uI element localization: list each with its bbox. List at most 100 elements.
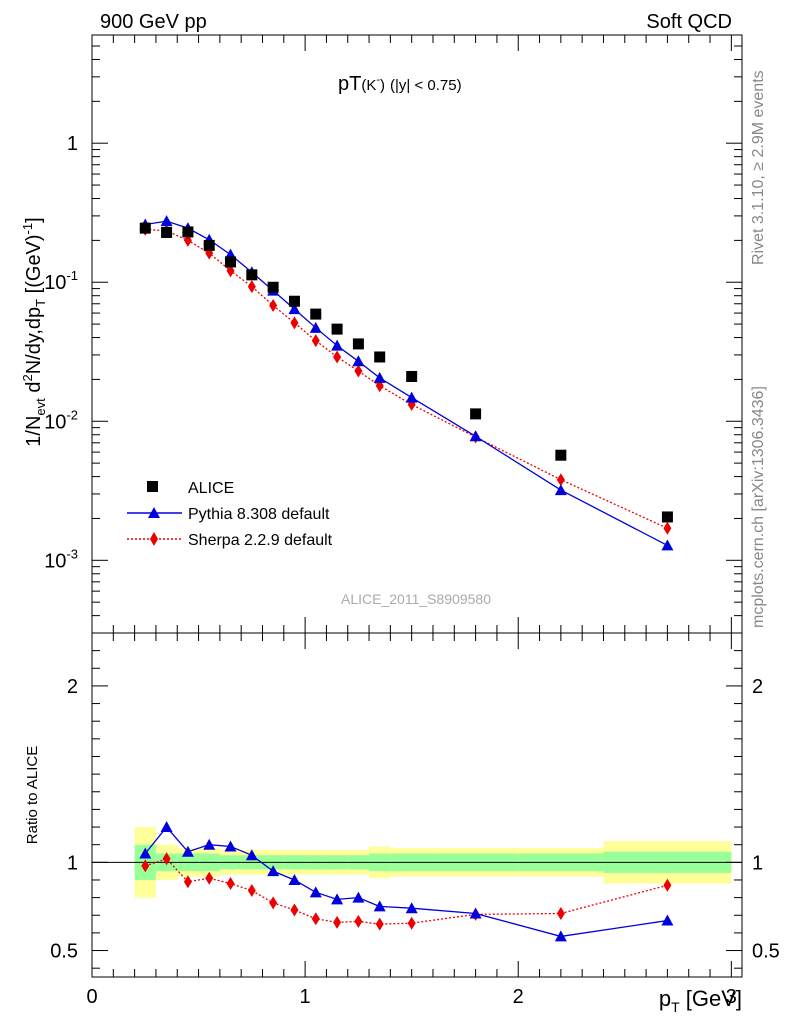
legend-label-sherpa: Sherpa 2.2.9 default (188, 532, 333, 549)
ratio-point-sherpa-2-2-9-default (290, 903, 299, 917)
title-pt: pT (338, 73, 361, 95)
ratio-x-tick-label: 2 (513, 986, 524, 1008)
main-point-pythia-8-308-default (554, 484, 567, 496)
legend-label-alice: ALICE (188, 480, 234, 497)
main-point-alice (661, 511, 673, 523)
main-point-pythia-8-308-default (469, 430, 482, 442)
ylabel-part-5: T (33, 299, 48, 307)
header-right: Soft QCD (646, 11, 732, 33)
ratio-panel: 0.5 0.5 1 1 2 2 0 1 2 3 Ratio to ALICE pT [GeV] (24, 632, 780, 1015)
title-particle-close: ) (380, 77, 385, 94)
ratio-point-pythia-8-308-default (160, 821, 173, 833)
ratio-point-pythia-8-308-default (139, 847, 152, 859)
main-point-pythia-8-308-default (309, 321, 322, 333)
main-point-alice (225, 256, 237, 268)
ratio-point-pythia-8-308-default (245, 849, 258, 861)
main-point-alice (161, 226, 173, 238)
ratio-point-sherpa-2-2-9-default (311, 912, 320, 926)
tick-label-base: 10 (44, 411, 66, 433)
tick-label-exponent: -1 (66, 268, 78, 283)
ratio-point-pythia-8-308-default (661, 914, 674, 926)
ylabel-part-7: -1 (20, 223, 35, 235)
main-point-pythia-8-308-default (373, 371, 386, 383)
ratio-point-pythia-8-308-default (224, 840, 237, 852)
ratio-x-tick-label: 3 (726, 986, 737, 1008)
main-point-pythia-8-308-default (661, 539, 674, 551)
main-line-sherpa-2-2-9-default (145, 228, 668, 529)
main-y-tick-label: 10-2 (44, 407, 78, 433)
ratio-y-tick-label-right: 1 (752, 852, 763, 874)
main-ylabel: 1/Nevt d2N/dy,dpT [(GeV)-1] (20, 217, 48, 446)
ratio-point-sherpa-2-2-9-default (183, 875, 192, 889)
ratio-point-sherpa-2-2-9-default (663, 878, 672, 892)
tick-label-exponent: -2 (66, 407, 78, 422)
ratio-point-pythia-8-308-default (309, 886, 322, 898)
ratio-point-sherpa-2-2-9-default (375, 917, 384, 931)
main-point-sherpa-2-2-9-default (290, 316, 299, 330)
main-point-alice (406, 370, 418, 382)
ratio-y-tick-label-right: 2 (752, 676, 763, 698)
main-y-ticks: 10-310-210-11 (44, 34, 742, 634)
ratio-y-tick-label: 2 (67, 676, 78, 698)
title-particle: (K (361, 77, 376, 94)
ylabel-part-3: 2 (20, 374, 35, 381)
main-point-alice (246, 269, 258, 281)
ratio-y-tick-label: 1 (67, 852, 78, 874)
ylabel-part-8: ] (23, 217, 45, 223)
main-point-alice (352, 338, 364, 350)
legend-marker-alice (147, 481, 158, 492)
main-point-alice (139, 222, 151, 234)
legend-label-pythia: Pythia 8.308 default (188, 506, 330, 523)
xlabel-main: p (659, 986, 671, 1011)
ratio-point-pythia-8-308-default (331, 893, 344, 905)
main-point-alice (310, 308, 322, 320)
main-point-pythia-8-308-default (160, 215, 173, 227)
ratio-point-pythia-8-308-default (288, 873, 301, 885)
ratio-ylabel: Ratio to ALICE (24, 746, 41, 844)
main-point-pythia-8-308-default (288, 303, 301, 315)
main-point-sherpa-2-2-9-default (311, 334, 320, 348)
main-point-pythia-8-308-default (331, 339, 344, 351)
main-point-pythia-8-308-default (352, 355, 365, 367)
main-y-tick-label: 10-3 (44, 546, 78, 572)
ratio-point-sherpa-2-2-9-default (205, 871, 214, 885)
title-particle-sup: - (376, 74, 380, 86)
main-point-alice (288, 295, 300, 307)
tick-label-base: 1 (67, 133, 78, 155)
ratio-point-sherpa-2-2-9-default (407, 916, 416, 930)
ratio-point-sherpa-2-2-9-default (162, 852, 171, 866)
ratio-point-pythia-8-308-default (373, 900, 386, 912)
ratio-point-sherpa-2-2-9-default (226, 877, 235, 891)
ratio-point-pythia-8-308-default (352, 891, 365, 903)
ylabel-part-6: [(GeV) (23, 234, 45, 298)
mcplots-label: mcplots.cern.ch [arXiv:1306.3436] (750, 386, 767, 628)
ratio-x-tick-label: 0 (86, 986, 97, 1008)
main-point-alice (331, 323, 343, 335)
ratio-y-tick-label-right: 0.5 (752, 941, 780, 963)
main-point-alice (374, 351, 386, 363)
ratio-point-pythia-8-308-default (203, 838, 216, 850)
tick-label-base: 10 (44, 272, 66, 294)
watermark: ALICE_2011_S8909580 (341, 591, 491, 607)
main-point-sherpa-2-2-9-default (333, 350, 342, 364)
ratio-point-pythia-8-308-default (181, 845, 194, 857)
ratio-x-tick-label: 1 (300, 986, 311, 1008)
main-point-alice (470, 408, 482, 420)
main-point-sherpa-2-2-9-default (269, 299, 278, 313)
main-panel: 10-310-210-11 pT(K-) (|y| < 0.75) ALICE_2… (20, 34, 743, 634)
ratio-point-sherpa-2-2-9-default (141, 859, 150, 873)
main-line-pythia-8-308-default (145, 220, 668, 546)
legend-marker-pythia (148, 507, 160, 518)
tick-label-base: 10 (44, 550, 66, 572)
ratio-y-ticks: 0.5 0.5 1 1 2 2 (50, 632, 780, 969)
ratio-point-pythia-8-308-default (469, 907, 482, 919)
ratio-line-pythia-8-308-default (144, 826, 668, 938)
ratio-point-pythia-8-308-default (554, 930, 567, 942)
ratio-point-sherpa-2-2-9-default (333, 915, 342, 929)
ratio-point-sherpa-2-2-9-default (247, 884, 256, 898)
main-point-alice (267, 281, 279, 293)
legend-marker-sherpa (150, 532, 158, 546)
main-point-sherpa-2-2-9-default (354, 364, 363, 378)
xlabel-unit: [GeV] (680, 986, 742, 1011)
ratio-point-sherpa-2-2-9-default (556, 906, 565, 920)
